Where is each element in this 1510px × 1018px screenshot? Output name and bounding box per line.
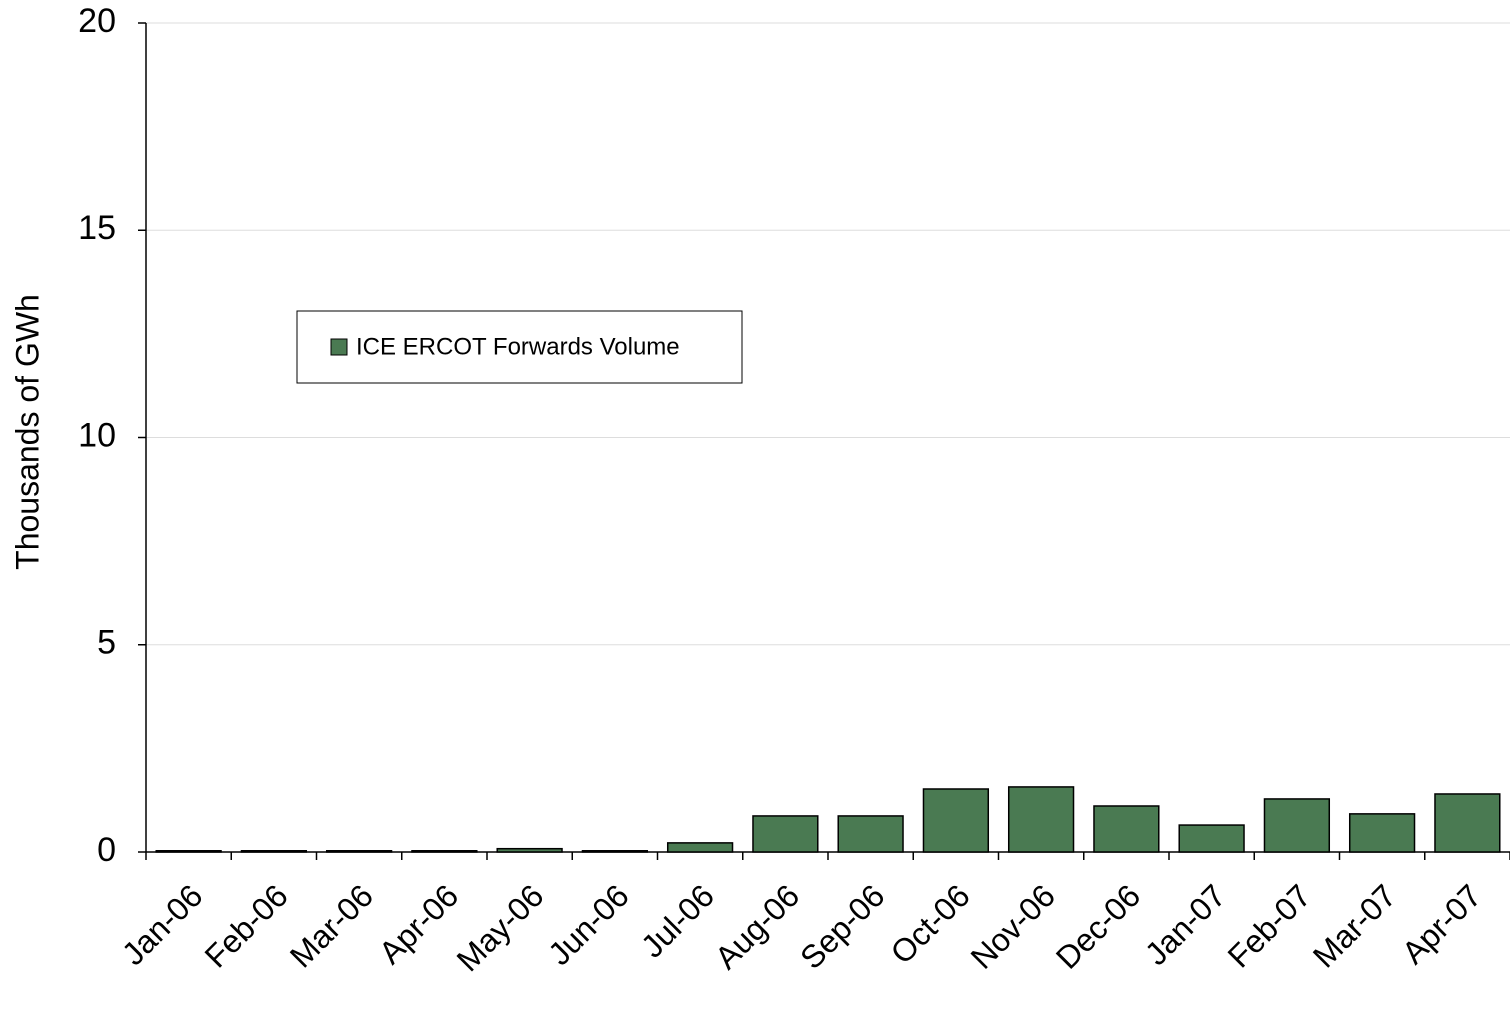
x-tick-label: Aug-06 (708, 877, 806, 975)
bar (752, 815, 819, 853)
x-tick-label: Jan-07 (1138, 877, 1233, 972)
x-tick-label: Jun-06 (541, 877, 636, 972)
x-tick-label: May-06 (450, 877, 551, 978)
x-tick-label: Apr-07 (1395, 877, 1488, 970)
y-axis-label: Thousands of GWh (9, 294, 45, 570)
bar (581, 850, 649, 853)
y-tick-label: 15 (78, 209, 116, 247)
x-tick-label: Nov-06 (964, 877, 1062, 975)
legend-label: ICE ERCOT Forwards Volume (356, 333, 680, 360)
x-tick-label: Feb-07 (1221, 877, 1318, 974)
bar (666, 842, 734, 853)
x-tick-label: Jan-06 (115, 877, 210, 972)
legend-box (296, 310, 743, 384)
y-tick-label: 0 (97, 831, 116, 869)
bar (240, 850, 308, 853)
bar (1348, 813, 1416, 853)
x-tick-label: Oct-06 (883, 877, 976, 970)
bar (1093, 805, 1160, 853)
bar (922, 788, 990, 853)
bar (155, 850, 222, 853)
bar (837, 815, 904, 853)
bar (1178, 824, 1245, 853)
bar (1434, 793, 1501, 853)
bar (1007, 786, 1075, 853)
bar (325, 850, 393, 853)
x-tick-label: Feb-06 (198, 877, 295, 974)
bar (1263, 798, 1331, 853)
x-tick-label: Dec-06 (1049, 877, 1147, 975)
x-tick-label: Mar-07 (1306, 877, 1403, 974)
y-tick-label: 10 (78, 416, 116, 454)
bar (496, 847, 563, 853)
x-tick-label: Sep-06 (793, 877, 891, 975)
y-tick-label: 5 (97, 624, 116, 662)
y-tick-label: 20 (78, 2, 116, 40)
x-tick-label: Apr-06 (372, 877, 465, 970)
bar (411, 850, 478, 853)
x-tick-label: Mar-06 (283, 877, 380, 974)
legend-swatch (330, 338, 348, 356)
